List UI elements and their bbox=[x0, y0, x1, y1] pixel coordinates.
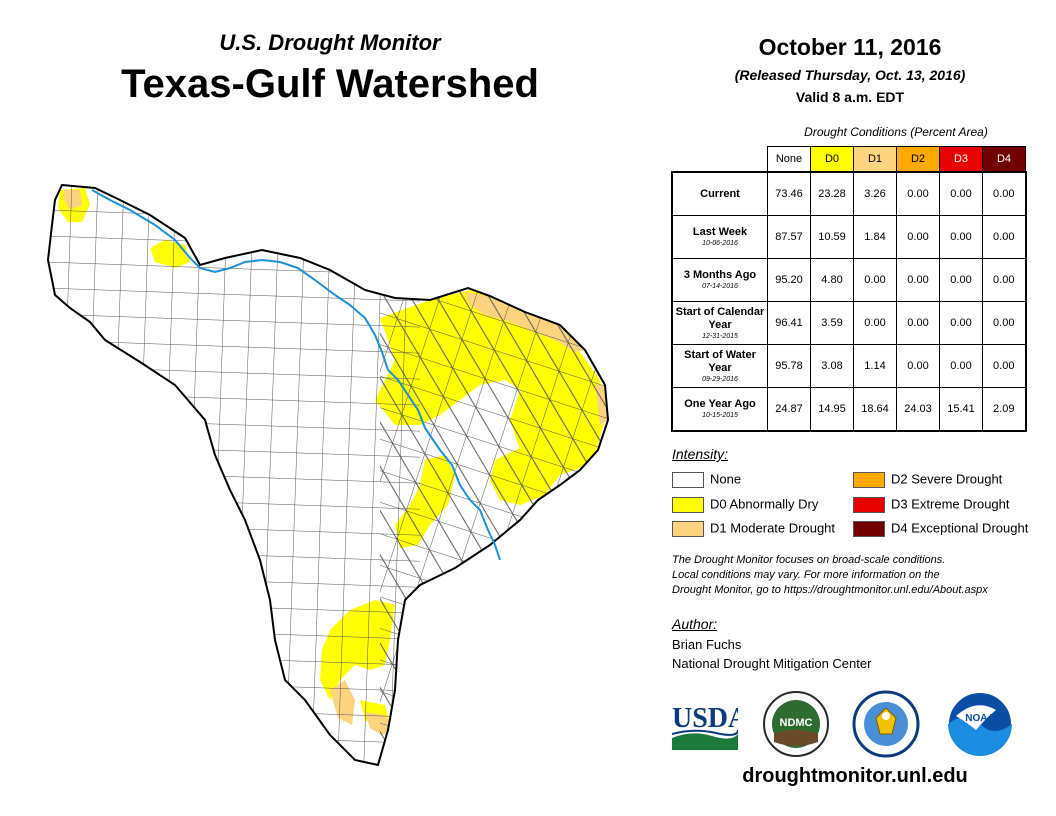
table-cell: 0.00 bbox=[939, 215, 983, 259]
watershed-map bbox=[46, 183, 610, 767]
table-cell: 0.00 bbox=[896, 215, 940, 259]
table-cell: 0.00 bbox=[853, 301, 897, 345]
table-cell: 0.00 bbox=[982, 301, 1027, 345]
legend-item-d0: D0 Abnormally Dry bbox=[672, 496, 818, 513]
legend-swatch bbox=[853, 520, 885, 537]
table-cell: 0.00 bbox=[939, 258, 983, 302]
table-cell: 24.03 bbox=[896, 387, 940, 432]
legend-swatch bbox=[672, 520, 704, 537]
author-name: Brian Fuchs bbox=[672, 637, 742, 652]
table-cell: 96.41 bbox=[767, 301, 811, 345]
legend-item-d2: D2 Severe Drought bbox=[853, 471, 1002, 488]
svg-text:USDA: USDA bbox=[672, 703, 738, 734]
legend-swatch bbox=[672, 471, 704, 488]
legend-title: Intensity: bbox=[672, 446, 729, 462]
disclaimer-note: The Drought Monitor focuses on broad-sca… bbox=[672, 554, 988, 596]
col-header-d2: D2 bbox=[896, 146, 940, 173]
table-cell: 0.00 bbox=[896, 301, 940, 345]
table-cell: 23.28 bbox=[810, 171, 854, 216]
website-link[interactable]: droughtmonitor.unl.edu bbox=[742, 765, 968, 787]
table-corner bbox=[672, 147, 768, 173]
author-org: National Drought Mitigation Center bbox=[672, 656, 872, 671]
valid-time: Valid 8 a.m. EDT bbox=[795, 89, 905, 105]
table-cell: 95.20 bbox=[767, 258, 811, 302]
table-cell: 0.00 bbox=[896, 171, 940, 216]
col-header-none: None bbox=[767, 146, 811, 173]
row-label-start-calendar-year: Start of Calendar Year 12-31-2015 bbox=[671, 301, 768, 345]
watershed-border bbox=[46, 183, 610, 767]
row-label-start-water-year: Start of Water Year 09-29-2016 bbox=[671, 344, 768, 388]
table-cell: 0.00 bbox=[896, 344, 940, 388]
table-cell: 0.00 bbox=[939, 171, 983, 216]
legend-swatch bbox=[853, 471, 885, 488]
usda-logo: USDA bbox=[672, 703, 738, 750]
row-label-current: Current bbox=[671, 171, 768, 216]
table-cell: 0.00 bbox=[982, 215, 1027, 259]
county-lines-west bbox=[48, 185, 420, 765]
legend-swatch bbox=[672, 496, 704, 513]
legend-item-d1: D1 Moderate Drought bbox=[672, 520, 835, 537]
table-cell: 0.00 bbox=[982, 258, 1027, 302]
table-cell: 3.08 bbox=[810, 344, 854, 388]
table-cell: 14.95 bbox=[810, 387, 854, 432]
table-caption: Drought Conditions (Percent Area) bbox=[804, 125, 988, 139]
river-red-upper bbox=[91, 189, 489, 531]
release-date: (Released Thursday, Oct. 13, 2016) bbox=[734, 67, 966, 83]
commerce-seal bbox=[852, 690, 920, 758]
table-cell: 3.26 bbox=[853, 171, 897, 216]
col-header-d1: D1 bbox=[853, 146, 897, 173]
table-cell: 15.41 bbox=[939, 387, 983, 432]
map-date: October 11, 2016 bbox=[758, 34, 942, 60]
noaa-logo: NOAA bbox=[947, 691, 1013, 757]
river-brazos-lower bbox=[487, 529, 501, 561]
table-cell: 10.59 bbox=[810, 215, 854, 259]
legend-swatch bbox=[853, 496, 885, 513]
table-cell: 0.00 bbox=[982, 344, 1027, 388]
table-cell: 1.14 bbox=[853, 344, 897, 388]
col-header-d0: D0 bbox=[810, 146, 854, 173]
table-cell: 1.84 bbox=[853, 215, 897, 259]
map-title: Texas-Gulf Watershed bbox=[121, 62, 539, 106]
col-header-d4: D4 bbox=[982, 146, 1026, 173]
table-cell: 0.00 bbox=[939, 344, 983, 388]
county-lines-east bbox=[380, 280, 608, 765]
svg-text:NDMC: NDMC bbox=[780, 717, 813, 729]
col-header-d3: D3 bbox=[939, 146, 983, 173]
table-cell: 73.46 bbox=[767, 171, 811, 216]
author-label: Author: bbox=[672, 616, 718, 632]
row-label-3-months-ago: 3 Months Ago 07-14-2016 bbox=[671, 258, 768, 302]
row-label-last-week: Last Week 10-06-2016 bbox=[671, 215, 768, 259]
table-cell: 0.00 bbox=[896, 258, 940, 302]
table-cell: 4.80 bbox=[810, 258, 854, 302]
row-label-one-year-ago: One Year Ago 10-15-2015 bbox=[671, 387, 768, 432]
legend-item-none: None bbox=[672, 471, 741, 488]
table-cell: 0.00 bbox=[853, 258, 897, 302]
table-cell: 95.78 bbox=[767, 344, 811, 388]
table-cell: 2.09 bbox=[982, 387, 1027, 432]
table-cell: 3.59 bbox=[810, 301, 854, 345]
drought-conditions-table: None D0 D1 D2 D3 D4 Current 73.46 23.28 … bbox=[671, 146, 1027, 432]
legend-item-d3: D3 Extreme Drought bbox=[853, 496, 1010, 513]
table-cell: 87.57 bbox=[767, 215, 811, 259]
table-cell: 24.87 bbox=[767, 387, 811, 432]
legend-item-d4: D4 Exceptional Drought bbox=[853, 520, 1028, 537]
table-cell: 0.00 bbox=[939, 301, 983, 345]
ndmc-logo: NDMC bbox=[763, 691, 829, 757]
table-cell: 0.00 bbox=[982, 171, 1027, 216]
svg-text:NOAA: NOAA bbox=[965, 713, 994, 724]
table-cell: 18.64 bbox=[853, 387, 897, 432]
map-subtitle: U.S. Drought Monitor bbox=[219, 30, 441, 55]
